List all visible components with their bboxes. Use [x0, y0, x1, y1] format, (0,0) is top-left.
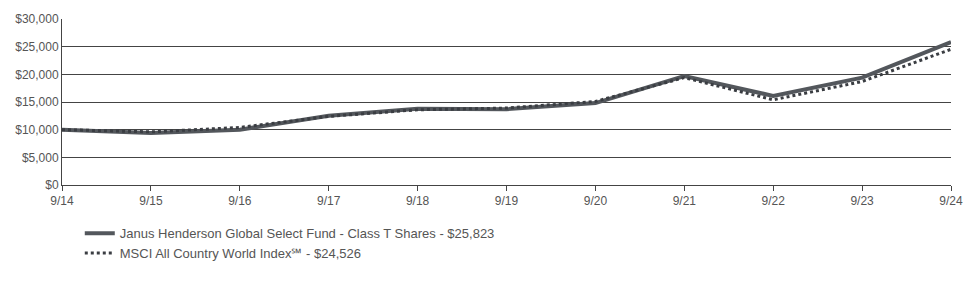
svg-text:9/17: 9/17 — [317, 194, 341, 208]
svg-text:9/15: 9/15 — [139, 194, 163, 208]
svg-text:9/22: 9/22 — [762, 194, 786, 208]
svg-text:9/18: 9/18 — [406, 194, 430, 208]
svg-text:$15,000: $15,000 — [15, 95, 59, 109]
svg-text:$10,000: $10,000 — [15, 123, 59, 137]
svg-text:9/14: 9/14 — [50, 194, 74, 208]
svg-text:$0: $0 — [45, 178, 59, 192]
svg-text:Janus Henderson Global Select: Janus Henderson Global Select Fund - Cla… — [120, 226, 495, 241]
svg-text:9/24: 9/24 — [939, 194, 963, 208]
svg-text:$5,000: $5,000 — [22, 151, 59, 165]
svg-text:$20,000: $20,000 — [15, 68, 59, 82]
svg-text:9/20: 9/20 — [584, 194, 608, 208]
svg-text:9/21: 9/21 — [673, 194, 697, 208]
svg-text:9/23: 9/23 — [850, 194, 874, 208]
svg-text:9/16: 9/16 — [228, 194, 252, 208]
svg-text:$25,000: $25,000 — [15, 40, 59, 54]
svg-text:9/19: 9/19 — [495, 194, 519, 208]
svg-text:$30,000: $30,000 — [15, 12, 59, 26]
svg-text:MSCI All Country World Index℠: MSCI All Country World Index℠ - $24,526 — [120, 246, 361, 261]
